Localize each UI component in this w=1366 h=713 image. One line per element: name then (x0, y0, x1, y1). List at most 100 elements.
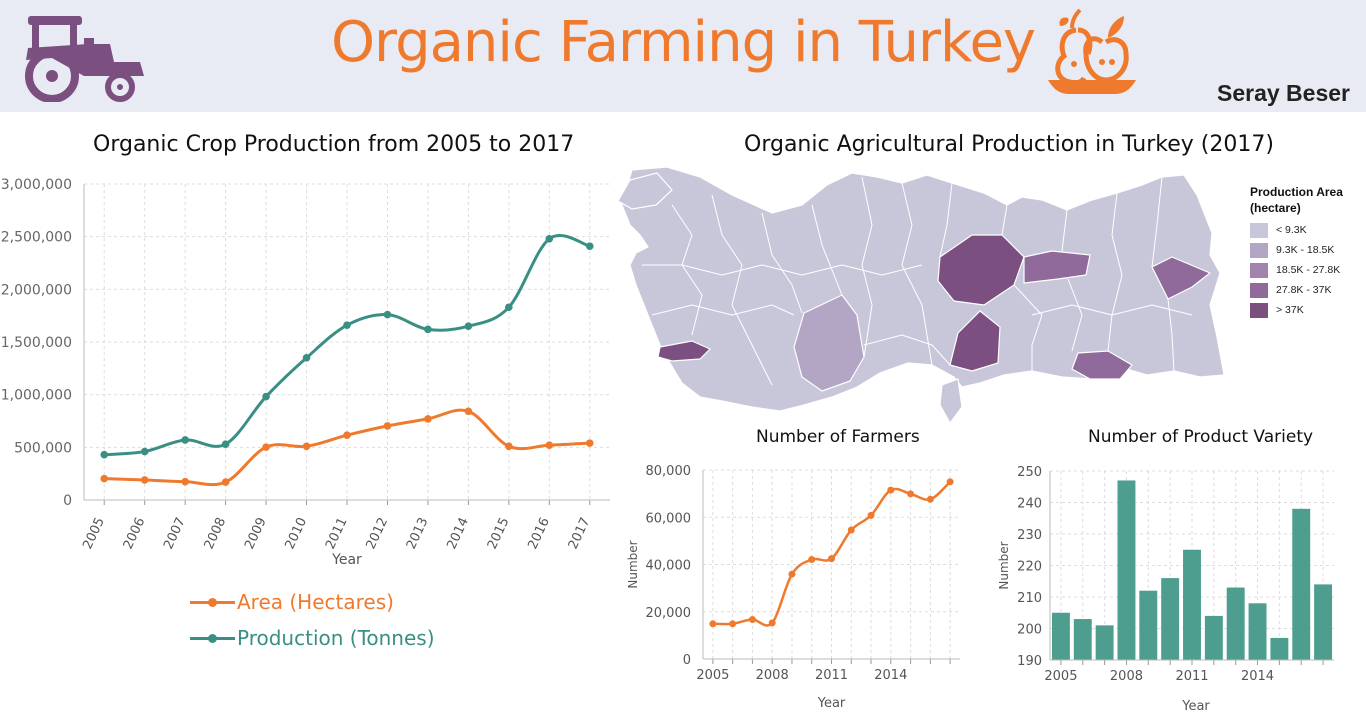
variety-y-tick-label: 230 (1017, 528, 1042, 543)
crop-series-point-1 (181, 436, 189, 444)
fruit-bowl-icon (1048, 8, 1136, 94)
variety-bar (1073, 619, 1092, 660)
map-title: Organic Agricultural Production in Turke… (744, 132, 1274, 157)
map-region-kars (1151, 256, 1211, 300)
variety-y-tick-label: 220 (1017, 560, 1042, 575)
variety-x-tick-label: 2014 (1241, 669, 1274, 684)
crop-x-tick-label: 2015 (485, 515, 513, 551)
farmers-series-point (907, 490, 915, 498)
variety-bar (1270, 637, 1289, 660)
map-legend-label: 18.5K - 27.8K (1276, 264, 1341, 276)
variety-bar (1314, 584, 1333, 660)
crop-series-point-1 (505, 303, 513, 312)
map-legend-item: > 37K (1250, 300, 1362, 320)
crop-series-point-1 (221, 440, 230, 448)
crop-x-tick-label: 2006 (121, 515, 149, 551)
map-legend-label: 27.8K - 37K (1276, 284, 1332, 296)
crop-series-point-1 (585, 242, 594, 250)
variety-y-tick-label: 200 (1017, 623, 1042, 638)
map-region-erzincan (1023, 250, 1091, 284)
crop-series-point-0 (424, 415, 432, 423)
map-region-aydin (657, 340, 711, 362)
farmers-series-point (828, 555, 835, 563)
crop-series-point-0 (221, 478, 230, 486)
variety-chart-title: Number of Product Variety (1088, 427, 1314, 447)
map-legend-label: < 9.3K (1276, 224, 1307, 236)
map-legend-title: Production Area (hectare) (1250, 185, 1343, 215)
map-region-base (621, 166, 1225, 412)
farmers-series-point (946, 478, 954, 486)
farmers-y-tick-label: 60,000 (646, 511, 692, 526)
variety-y-tick-label: 190 (1017, 654, 1042, 669)
crop-series-point-0 (302, 442, 311, 451)
crop-chart-title: Organic Crop Production from 2005 to 201… (93, 132, 575, 157)
variety-bar (1248, 603, 1267, 660)
farmers-series-point (926, 495, 934, 503)
crop-series-point-0 (343, 431, 351, 440)
farmers-chart: 0 20,000 40,000 60,000 80,000 2005 2008 2011 201… (626, 464, 960, 711)
map-legend-item: 9.3K - 18.5K (1250, 240, 1362, 260)
crop-production-chart: 0 500,000 1,000,000 1,500,000 2,000,000 2,500… (1, 177, 610, 568)
farmers-y-tick-label: 20,000 (646, 606, 692, 621)
crop-series-point-1 (302, 354, 311, 362)
farmers-series-point (887, 486, 895, 494)
author-name: Seray Beser (1217, 80, 1350, 106)
crop-x-tick-label: 2005 (80, 515, 108, 551)
crop-series-point-0 (464, 407, 473, 416)
crop-series-point-0 (100, 474, 109, 483)
variety-bar (1161, 578, 1180, 660)
farmers-series-point (867, 511, 875, 519)
crop-x-tick-label: 2017 (566, 515, 594, 551)
tractor-icon (25, 16, 144, 102)
variety-bar (1051, 612, 1070, 660)
crop-series-point-0 (383, 422, 392, 430)
variety-bar (1204, 615, 1223, 660)
legend-area-swatch (190, 597, 235, 607)
page-title: Organic Farming in Turkey (330, 10, 1036, 75)
map-region-istanbul-thrace (617, 172, 673, 210)
farmers-y-tick-label: 0 (683, 653, 691, 668)
variety-bar (1139, 590, 1158, 660)
crop-series-point-1 (424, 325, 432, 334)
map-legend-item: 27.8K - 37K (1250, 280, 1362, 300)
crop-x-tick-label: 2014 (444, 515, 472, 551)
farmers-series-point (729, 620, 737, 628)
turkey-map (617, 166, 1225, 424)
crop-series-point-1 (100, 450, 109, 459)
farmers-series-point (709, 620, 717, 628)
crop-x-tick-label: 2008 (202, 515, 230, 551)
legend-production: Production (Tonnes) (190, 626, 435, 650)
crop-x-tick-label: 2013 (404, 515, 432, 551)
variety-bar (1292, 508, 1311, 660)
crop-series-point-0 (181, 477, 189, 486)
variety-x-axis-label: Year (1181, 699, 1210, 713)
farmers-x-tick-label: 2011 (815, 668, 848, 683)
variety-bar (1095, 625, 1114, 660)
farmers-series-point (788, 570, 796, 578)
map-legend: Production Area (hectare) < 9.3K 9.3K - … (1250, 184, 1362, 320)
crop-series-point-1 (464, 322, 473, 330)
map-legend-item: 18.5K - 27.8K (1250, 260, 1362, 280)
map-region-hatay (939, 378, 963, 424)
variety-x-tick-label: 2005 (1044, 669, 1077, 684)
crop-x-tick-label: 2010 (283, 515, 311, 551)
variety-y-tick-label: 210 (1017, 591, 1042, 606)
farmers-chart-title: Number of Farmers (756, 427, 920, 447)
crop-series-point-0 (545, 441, 554, 450)
crop-x-tick-label: 2016 (525, 515, 553, 551)
farmers-series-point (847, 526, 855, 534)
map-legend-label: 9.3K - 18.5K (1276, 244, 1335, 256)
crop-series-point-0 (585, 439, 594, 447)
legend-area: Area (Hectares) (190, 590, 394, 614)
crop-x-axis-label: Year (331, 552, 362, 568)
crop-y-tick-label: 2,000,000 (1, 282, 72, 298)
crop-series-point-1 (383, 310, 392, 319)
variety-bar (1183, 549, 1201, 660)
map-legend-item: < 9.3K (1250, 220, 1362, 240)
farmers-series-point (748, 616, 756, 624)
map-region-konya (793, 294, 865, 392)
crop-series-point-0 (262, 443, 270, 451)
crop-y-tick-label: 1,500,000 (1, 335, 72, 351)
farmers-x-tick-label: 2005 (696, 668, 729, 683)
legend-area-label: Area (Hectares) (237, 590, 394, 614)
